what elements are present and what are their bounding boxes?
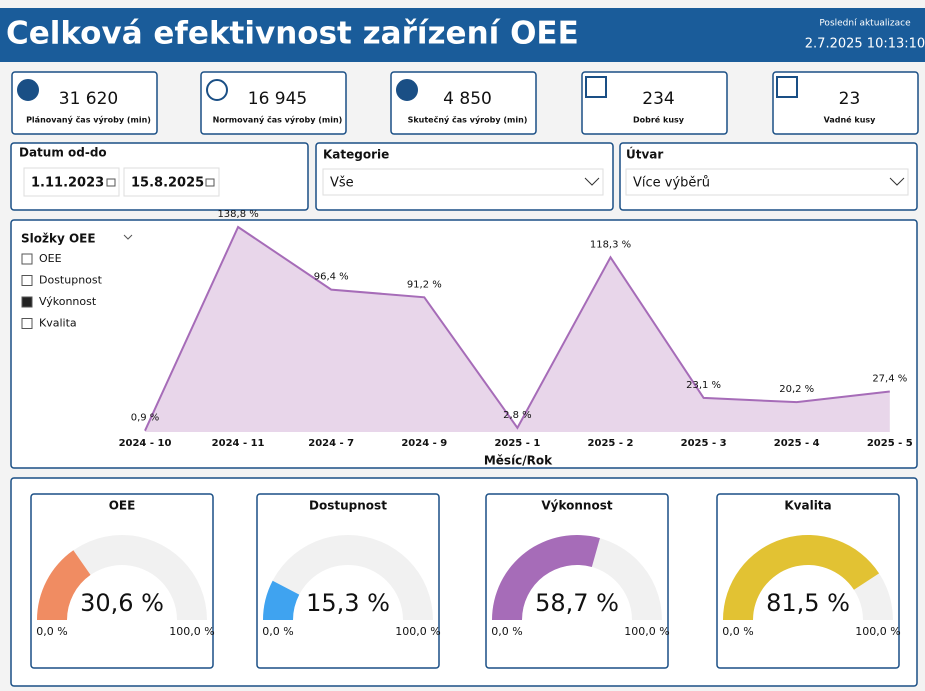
gauge-card <box>716 493 900 669</box>
gauge-min-label: 0,0 % <box>722 625 753 638</box>
area-fill <box>145 227 890 432</box>
legend-checkbox[interactable] <box>21 275 33 286</box>
data-label: 118,3 % <box>590 239 631 250</box>
kpi-icon <box>17 79 39 101</box>
gauge-panel <box>10 477 918 687</box>
date-input[interactable] <box>23 167 120 197</box>
data-label: 0,9 % <box>131 413 160 424</box>
data-label: 20,2 % <box>779 384 814 395</box>
filter-label: Datum od-do <box>19 146 107 160</box>
gauge-value <box>263 580 300 620</box>
filter-label: Kategorie <box>323 148 389 162</box>
kpi-value: 31 620 <box>59 89 118 109</box>
kpi-card <box>772 71 919 135</box>
kpi-icon <box>206 79 228 101</box>
x-axis-title: Měsíc/Rok <box>484 454 553 468</box>
x-tick-label: 2025 - 3 <box>681 438 727 449</box>
gauge-value <box>723 535 880 620</box>
gauge-max-label: 100,0 % <box>169 625 214 638</box>
dropdown[interactable] <box>322 168 604 196</box>
chevron <box>584 177 600 186</box>
x-tick-label: 2025 - 5 <box>867 438 913 449</box>
calendar-icon <box>106 178 116 187</box>
data-label: 27,4 % <box>872 374 907 385</box>
gauge-title: OEE <box>109 499 136 513</box>
gauge-min-label: 0,0 % <box>36 625 67 638</box>
gauge-title: Dostupnost <box>309 499 387 513</box>
header-bar <box>0 8 925 62</box>
date-to: 15.8.2025 <box>131 176 204 191</box>
gauge-min-label: 0,0 % <box>491 625 522 638</box>
gauge-title: Výkonnost <box>541 499 612 513</box>
gauge-max-label: 100,0 % <box>624 625 669 638</box>
x-tick-label: 2024 - 9 <box>401 438 447 449</box>
kpi-label: Dobré kusy <box>633 115 685 125</box>
legend-label: Kvalita <box>39 317 77 330</box>
data-label: 2,8 % <box>503 410 532 421</box>
update-time: 2.7.2025 10:13:10 <box>805 37 925 52</box>
dropdown[interactable] <box>625 168 909 196</box>
chevron <box>123 234 133 240</box>
x-tick-label: 2025 - 1 <box>494 438 540 449</box>
data-label: 96,4 % <box>314 272 349 283</box>
legend-label: OEE <box>39 252 62 265</box>
gauge-card <box>256 493 440 669</box>
date-from: 1.11.2023 <box>31 176 104 191</box>
legend-checkbox[interactable] <box>21 296 33 308</box>
legend-label: Dostupnost <box>39 274 103 287</box>
kpi-value: 4 850 <box>443 89 492 109</box>
kpi-label: Skutečný čas výroby (min) <box>408 115 528 125</box>
x-tick-label: 2025 - 4 <box>774 438 820 449</box>
kpi-label: Plánovaný čas výroby (min) <box>26 115 151 125</box>
kpi-card <box>11 71 158 135</box>
kpi-value: 23 <box>839 89 861 109</box>
gauge-value <box>37 550 91 620</box>
legend-title: Složky OEE <box>21 232 96 246</box>
gauge-value <box>492 534 600 620</box>
legend-label: Výkonnost <box>39 295 97 308</box>
x-tick-label: 2024 - 7 <box>308 438 354 449</box>
dropdown-value: Vše <box>330 176 354 191</box>
legend-checkbox[interactable] <box>21 253 33 265</box>
kpi-icon <box>776 76 798 98</box>
kpi-card <box>200 71 347 135</box>
data-label: 23,1 % <box>686 380 721 391</box>
kpi-label: Normovaný čas výroby (min) <box>213 115 343 125</box>
gauge-track <box>37 535 207 620</box>
kpi-value: 234 <box>642 89 674 109</box>
area-line <box>144 225 890 432</box>
date-input[interactable] <box>123 167 220 197</box>
gauge-max-label: 100,0 % <box>395 625 440 638</box>
gauge-value-label: 15,3 % <box>306 589 390 617</box>
gauge-value-label: 58,7 % <box>535 589 619 617</box>
page-title: Celková efektivnost zařízení OEE <box>6 16 579 52</box>
chevron <box>889 177 905 186</box>
kpi-value: 16 945 <box>248 89 307 109</box>
x-tick-label: 2025 - 2 <box>588 438 634 449</box>
gauge-max-label: 100,0 % <box>855 625 900 638</box>
kpi-card <box>390 71 537 135</box>
calendar-icon <box>205 178 215 187</box>
dropdown-value: Více výběrů <box>633 176 710 191</box>
gauge-card <box>30 493 214 669</box>
update-label: Poslední aktualizace <box>819 19 911 29</box>
gauge-value-label: 30,6 % <box>80 589 164 617</box>
gauge-track <box>263 535 433 620</box>
kpi-icon <box>585 76 607 98</box>
gauge-title: Kvalita <box>784 499 831 513</box>
gauge-value-label: 81,5 % <box>766 589 850 617</box>
gauge-card <box>485 493 669 669</box>
x-tick-label: 2024 - 10 <box>119 438 172 449</box>
x-tick-label: 2024 - 11 <box>212 438 265 449</box>
legend-checkbox[interactable] <box>21 318 33 329</box>
gauge-min-label: 0,0 % <box>262 625 293 638</box>
data-label: 91,2 % <box>407 279 442 290</box>
kpi-label: Vadné kusy <box>824 115 877 125</box>
filter-label: Útvar <box>626 147 663 162</box>
data-label: 138,8 % <box>217 209 258 220</box>
kpi-card <box>581 71 728 135</box>
kpi-icon <box>396 79 418 101</box>
